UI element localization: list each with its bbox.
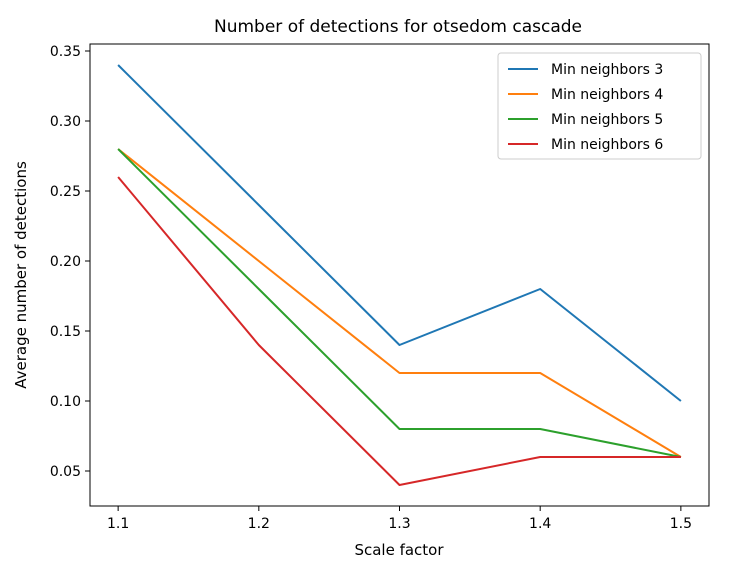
series-line-4 (117, 176, 681, 486)
x-axis: 1.1 1.2 1.3 1.4 1.5 (107, 506, 692, 532)
x-tick-label: 1.1 (107, 516, 129, 532)
x-tick-label: 1.3 (388, 516, 410, 532)
legend-label-2: Min neighbors 4 (551, 87, 663, 103)
legend: Min neighbors 3 Min neighbors 4 Min neighb… (497, 52, 702, 160)
x-tick-label: 1.2 (248, 516, 270, 532)
y-tick-label: 0.25 (50, 184, 81, 200)
series-line-1 (117, 64, 682, 402)
y-axis: 0.05 0.10 0.15 0.20 0.25 0.30 0.35 (50, 44, 90, 480)
legend-box (497, 52, 702, 160)
series-line-2 (117, 148, 682, 458)
legend-label-3: Min neighbors 5 (551, 112, 663, 128)
y-tick-label: 0.35 (50, 44, 81, 60)
y-tick-label: 0.15 (50, 324, 81, 340)
y-tick-label: 0.10 (50, 394, 81, 410)
x-tick-label: 1.4 (529, 516, 551, 532)
series-line-3 (117, 148, 682, 458)
y-tick-label: 0.20 (50, 254, 81, 270)
y-axis-label: Average number of detections (12, 161, 30, 389)
x-axis-label: Scale factor (354, 541, 444, 559)
legend-label-1: Min neighbors 3 (551, 62, 663, 78)
x-tick-label: 1.5 (670, 516, 692, 532)
chart-title: Number of detections for otsedom cascade (214, 17, 582, 37)
y-tick-label: 0.30 (50, 114, 81, 130)
plot-lines (117, 64, 682, 486)
y-tick-label: 0.05 (50, 464, 81, 480)
legend-label-4: Min neighbors 6 (551, 137, 663, 153)
